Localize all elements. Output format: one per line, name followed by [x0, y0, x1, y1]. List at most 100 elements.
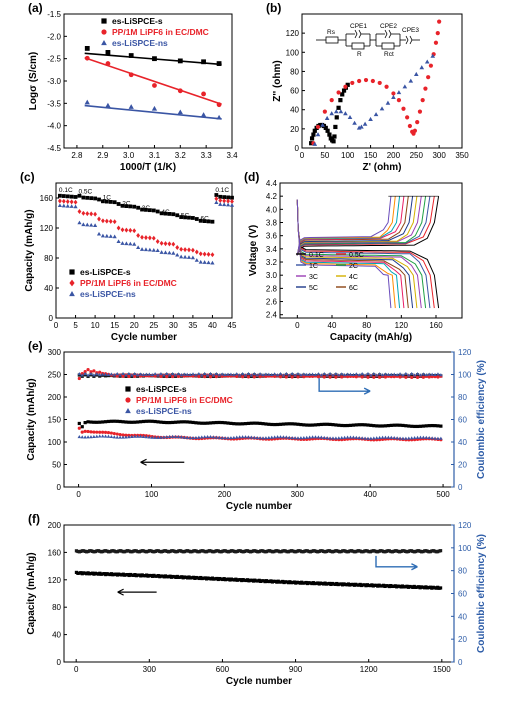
data-point — [108, 218, 113, 224]
data-point — [202, 260, 207, 264]
capacity-point — [293, 436, 297, 440]
ce-point — [273, 374, 277, 379]
x-tick-label: 50 — [320, 151, 329, 160]
capacity-point — [287, 435, 292, 439]
capacity-point — [424, 424, 428, 428]
ce-point — [240, 375, 245, 379]
capacity-point — [421, 424, 425, 428]
data-point — [171, 241, 176, 247]
data-point — [428, 63, 434, 68]
data-point — [104, 233, 109, 238]
ce-point — [188, 372, 192, 376]
data-point — [73, 199, 78, 205]
ce-point — [141, 372, 146, 376]
ce-point — [176, 374, 181, 379]
y-axis-label: Z'' (ohm) — [272, 60, 283, 101]
capacity-point — [313, 435, 318, 439]
ce-point — [237, 373, 242, 377]
ce-point — [106, 372, 111, 376]
x-tick-label: 5 — [73, 321, 78, 330]
ce-point — [275, 373, 280, 377]
data-point — [159, 250, 164, 254]
y2-axis-label: Coulombic efficiency (%) — [476, 360, 487, 479]
ce-point — [293, 373, 297, 377]
capacity-point — [214, 435, 219, 439]
x-axis-label: 1000/T (1/K) — [120, 162, 176, 173]
charge-curve — [296, 196, 435, 256]
capacity-point — [100, 434, 105, 438]
fit-line — [84, 104, 222, 120]
ce-point — [287, 373, 292, 377]
x-axis-label: Capacity (mAh/g) — [330, 332, 412, 343]
legend-label: 0.1C — [309, 252, 324, 259]
data-point — [363, 77, 369, 83]
x-tick-label: 45 — [228, 321, 237, 330]
y-tick-label: 0 — [49, 314, 54, 323]
data-point — [222, 198, 227, 204]
capacity-point — [284, 435, 289, 439]
ce-point — [360, 375, 364, 379]
ce-point — [290, 371, 294, 376]
y2-tick-label: 80 — [458, 393, 467, 402]
capacity-point — [418, 435, 423, 439]
capacity-point — [366, 436, 370, 440]
data-point — [159, 240, 164, 246]
capacity-point — [103, 430, 108, 435]
y-axis-label: Capacity (mAh/g) — [26, 552, 37, 634]
legend-marker — [69, 279, 75, 287]
capacity-point — [208, 435, 213, 439]
ce-point — [342, 372, 347, 377]
capacity-point — [383, 435, 388, 439]
ce-point — [77, 371, 82, 376]
capacity-point — [232, 435, 236, 439]
capacity-point — [188, 435, 192, 440]
data-point — [186, 255, 192, 259]
ce-point — [115, 374, 119, 378]
data-point — [435, 31, 440, 36]
capacity-point — [360, 436, 364, 440]
cpe-symbol — [354, 29, 362, 39]
ce-point — [167, 373, 172, 377]
y-tick-label: 80 — [44, 254, 53, 263]
data-point — [120, 203, 125, 208]
data-point — [201, 91, 206, 97]
capacity-point — [208, 421, 213, 425]
ce-point — [121, 374, 125, 378]
y-tick-label: 120 — [286, 29, 300, 38]
capacity-point — [153, 419, 157, 424]
x-tick-label: 20 — [130, 321, 139, 330]
capacity-point — [377, 435, 382, 440]
ce-point — [200, 373, 204, 377]
x-tick-label: 3.3 — [201, 151, 213, 160]
ce-point — [284, 375, 288, 379]
x-tick-label: 200 — [218, 490, 232, 499]
capacity-point — [127, 435, 131, 439]
capacity-point — [252, 421, 256, 425]
ce-point — [214, 375, 218, 379]
capacity-point — [413, 424, 417, 429]
x-tick-label: 3.4 — [226, 151, 238, 160]
ce-point — [436, 372, 440, 376]
data-point — [128, 72, 134, 78]
ce-point — [223, 372, 227, 376]
x-tick-label: 600 — [216, 665, 230, 674]
y-tick-label: 2.8 — [266, 284, 278, 293]
ce-point — [433, 372, 437, 376]
circuit-label-r: R — [357, 51, 362, 58]
ce-point — [322, 375, 326, 379]
data-point — [81, 210, 86, 216]
capacity-point — [369, 423, 373, 427]
y-tick-label: 20 — [290, 125, 299, 134]
data-point — [81, 195, 86, 200]
capacity-point — [214, 420, 218, 425]
capacity-point — [316, 423, 321, 427]
ce-point — [296, 372, 300, 376]
legend-marker — [125, 397, 131, 403]
data-point — [128, 227, 133, 233]
capacity-point — [284, 422, 288, 426]
circuit-label-cpe1: CPE1 — [350, 23, 367, 30]
y-tick-label: 80 — [52, 603, 61, 612]
capacity-point — [223, 436, 227, 440]
data-point — [65, 194, 70, 199]
data-point — [352, 120, 357, 125]
